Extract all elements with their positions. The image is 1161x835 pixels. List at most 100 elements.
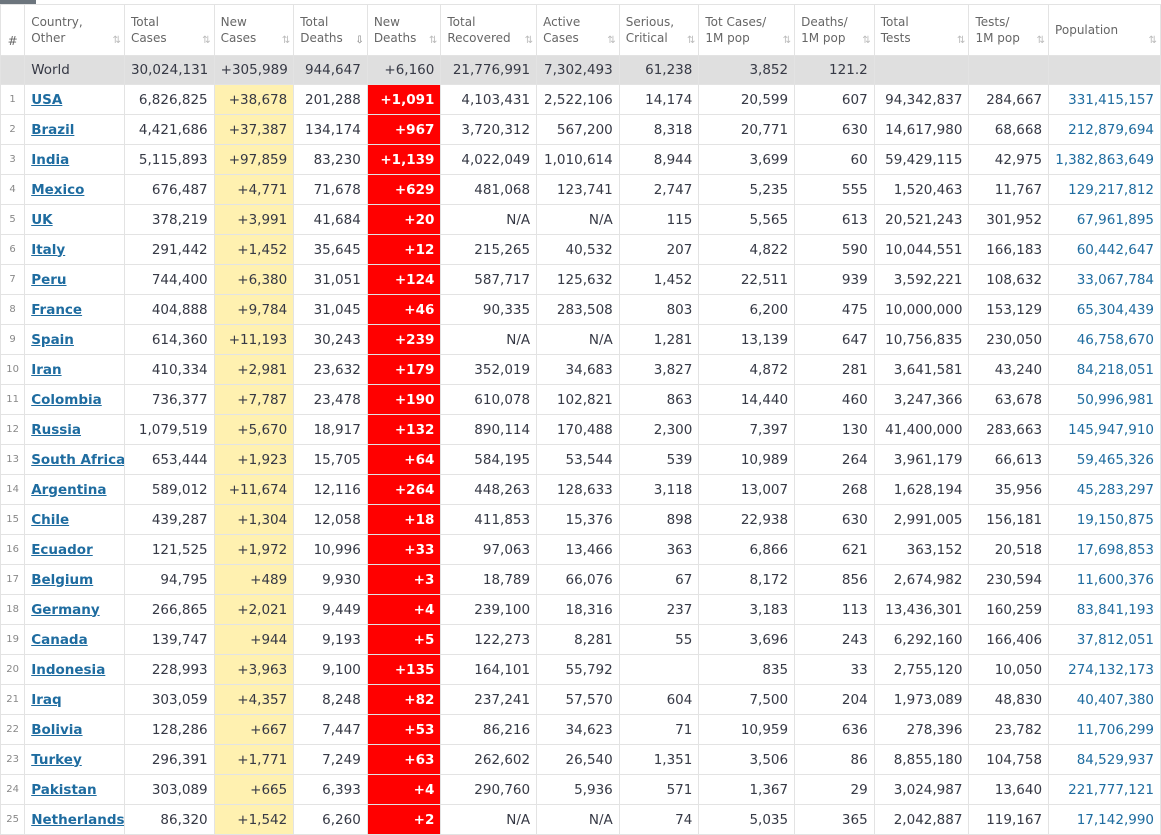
cell-country[interactable]: Iraq xyxy=(24,684,125,715)
cell-population[interactable]: 17,142,990 xyxy=(1048,804,1161,835)
sort-icon[interactable]: ⇅ xyxy=(112,35,122,46)
cell-deaths-per-million: 647 xyxy=(794,324,875,355)
cell-country[interactable]: Brazil xyxy=(24,114,125,145)
sort-icon[interactable]: ⇅ xyxy=(1148,35,1158,46)
cell-cases-per-million: 10,989 xyxy=(698,444,796,475)
sort-descending-icon[interactable]: ⇩ xyxy=(355,35,364,46)
sort-icon[interactable]: ⇅ xyxy=(428,35,438,46)
cell-total-deaths: 9,193 xyxy=(293,624,368,655)
sort-icon[interactable]: ⇅ xyxy=(1036,35,1046,46)
cell-total-deaths: 31,051 xyxy=(293,264,368,295)
cell-new-deaths: +20 xyxy=(366,204,442,235)
cell-country[interactable]: USA xyxy=(24,84,125,115)
sort-icon[interactable]: ⇅ xyxy=(202,35,211,46)
cell-country[interactable]: UK xyxy=(24,204,125,235)
cell-country[interactable]: South Africa xyxy=(24,444,125,475)
cell-country[interactable]: Peru xyxy=(24,264,125,295)
cell-country[interactable]: Pakistan xyxy=(24,774,125,805)
sort-icon[interactable]: ⇅ xyxy=(524,35,534,46)
column-header-total-recovered[interactable]: Total Recovered ⇅ xyxy=(440,4,538,56)
cell-new-cases: +4,771 xyxy=(213,174,295,205)
cell-country[interactable]: Argentina xyxy=(24,474,125,505)
cell-population[interactable]: 60,442,647 xyxy=(1048,234,1161,265)
cell-population[interactable]: 145,947,910 xyxy=(1048,414,1161,445)
sort-icon[interactable]: ⇅ xyxy=(862,35,871,46)
cell-population[interactable]: 33,067,784 xyxy=(1048,264,1161,295)
sort-icon[interactable]: ⇅ xyxy=(957,35,966,46)
column-header-rank[interactable]: # xyxy=(0,4,26,56)
column-header-total-tests[interactable]: Total Tests ⇅ xyxy=(873,4,970,56)
cell-total-tests: 363,152 xyxy=(873,534,970,565)
cell-population[interactable]: 17,698,853 xyxy=(1048,534,1161,565)
cell-population[interactable]: 67,961,895 xyxy=(1048,204,1161,235)
cell-country[interactable]: India xyxy=(24,144,125,175)
column-header-total-cases[interactable]: Total Cases ⇅ xyxy=(123,4,215,56)
column-header-new-cases[interactable]: New Cases ⇅ xyxy=(213,4,295,56)
cell-population[interactable]: 331,415,157 xyxy=(1048,84,1161,115)
cell-population[interactable]: 84,218,051 xyxy=(1048,354,1161,385)
cell-country[interactable]: Italy xyxy=(24,234,125,265)
column-header-cases-per-million[interactable]: Tot Cases/ 1M pop ⇅ xyxy=(698,4,796,56)
cell-country[interactable]: Canada xyxy=(24,624,125,655)
cell-total-recovered: 610,078 xyxy=(440,384,538,415)
cell-population[interactable]: 46,758,670 xyxy=(1048,324,1161,355)
cell-rank: 3 xyxy=(0,144,26,175)
cell-population[interactable]: 65,304,439 xyxy=(1048,294,1161,325)
cell-population[interactable]: 45,283,297 xyxy=(1048,474,1161,505)
cell-country[interactable]: Indonesia xyxy=(24,654,125,685)
table-row: 8 France 404,888 +9,784 31,045 +46 90,335 283,5… xyxy=(0,294,1161,325)
cell-population[interactable]: 129,217,812 xyxy=(1048,174,1161,205)
table-row: 7 Peru 744,400 +6,380 31,051 +124 587,717 125,6… xyxy=(0,264,1161,295)
cell-population[interactable]: 19,150,875 xyxy=(1048,504,1161,535)
cell-total-recovered: 448,263 xyxy=(440,474,538,505)
column-header-new-deaths[interactable]: New Deaths ⇅ xyxy=(366,4,442,56)
column-header-serious-critical[interactable]: Serious, Critical ⇅ xyxy=(618,4,700,56)
cell-population[interactable]: 11,600,376 xyxy=(1048,564,1161,595)
cell-country[interactable]: Chile xyxy=(24,504,125,535)
cell-country[interactable]: Ecuador xyxy=(24,534,125,565)
column-header-total-deaths[interactable]: Total Deaths ⇩ xyxy=(293,4,368,56)
column-header-active-cases[interactable]: Active Cases ⇅ xyxy=(536,4,620,56)
cell-population[interactable]: 37,812,051 xyxy=(1048,624,1161,655)
column-header-tests-per-million[interactable]: Tests/ 1M pop ⇅ xyxy=(968,4,1050,56)
cell-country[interactable]: Netherlands xyxy=(24,804,125,835)
cell-country[interactable]: France xyxy=(24,294,125,325)
column-header-country[interactable]: Country, Other ⇅ xyxy=(24,4,125,56)
column-header-population[interactable]: Population ⇅ xyxy=(1048,4,1161,56)
cell-country[interactable]: Spain xyxy=(24,324,125,355)
column-header-deaths-per-million[interactable]: Deaths/ 1M pop ⇅ xyxy=(794,4,875,56)
cell-population[interactable]: 59,465,326 xyxy=(1048,444,1161,475)
cell-population[interactable]: 221,777,121 xyxy=(1048,774,1161,805)
cell-country[interactable]: Colombia xyxy=(24,384,125,415)
column-header-label: Total Recovered xyxy=(447,15,511,45)
sort-icon[interactable]: ⇅ xyxy=(686,35,696,46)
cell-population[interactable]: 1,382,863,649 xyxy=(1048,144,1161,175)
cell-population[interactable]: 11,706,299 xyxy=(1048,714,1161,745)
cell-rank: 19 xyxy=(0,624,26,655)
cell-country[interactable]: Russia xyxy=(24,414,125,445)
cell-tests-per-million: 68,668 xyxy=(968,114,1050,145)
cell-total-tests: 13,436,301 xyxy=(873,594,970,625)
cell-new-deaths: +46 xyxy=(366,294,442,325)
cell-cases-per-million: 10,959 xyxy=(698,714,796,745)
cell-country[interactable]: Turkey xyxy=(24,744,125,775)
cell-population[interactable]: 83,841,193 xyxy=(1048,594,1161,625)
sort-icon[interactable]: ⇅ xyxy=(782,35,792,46)
cell-total-recovered: 215,265 xyxy=(440,234,538,265)
cell-total-recovered: 3,720,312 xyxy=(440,114,538,145)
cell-country[interactable]: Belgium xyxy=(24,564,125,595)
cell-total-tests: 14,617,980 xyxy=(873,114,970,145)
cell-population[interactable]: 212,879,694 xyxy=(1048,114,1161,145)
cell-new-cases: +1,923 xyxy=(213,444,295,475)
cell-population[interactable]: 84,529,937 xyxy=(1048,744,1161,775)
cell-country[interactable]: Mexico xyxy=(24,174,125,205)
sort-icon[interactable]: ⇅ xyxy=(281,35,291,46)
cell-country[interactable]: Germany xyxy=(24,594,125,625)
cell-population[interactable]: 50,996,981 xyxy=(1048,384,1161,415)
cell-country[interactable]: Bolivia xyxy=(24,714,125,745)
cell-population[interactable]: 274,132,173 xyxy=(1048,654,1161,685)
cell-country[interactable]: Iran xyxy=(24,354,125,385)
sort-icon[interactable]: ⇅ xyxy=(607,35,616,46)
cell-population[interactable]: 40,407,380 xyxy=(1048,684,1161,715)
cell-total-tests: 59,429,115 xyxy=(873,144,970,175)
